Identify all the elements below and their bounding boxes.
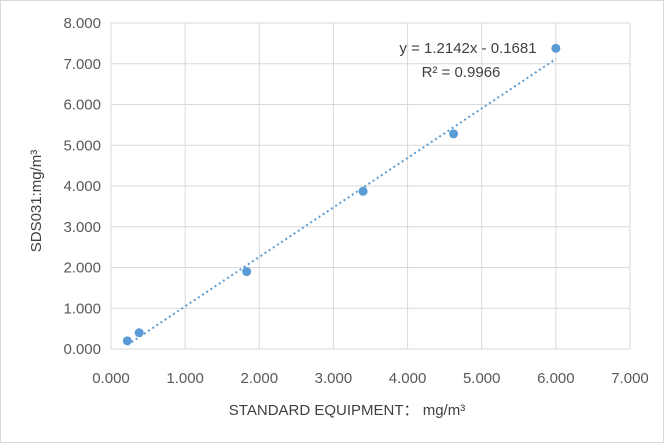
y-tick-label: 0.000	[63, 341, 101, 358]
data-point	[134, 328, 144, 338]
data-points	[122, 43, 561, 346]
x-axis-title: STANDARD EQUIPMENT： mg/m³	[229, 402, 465, 419]
x-tick-label: 0.000	[92, 370, 130, 387]
x-tick-label: 4.000	[389, 370, 427, 387]
x-tick-label: 5.000	[463, 370, 501, 387]
trendline-equation: y = 1.2142x - 0.1681	[399, 40, 536, 57]
y-tick-label: 8.000	[63, 15, 101, 32]
x-tick-labels: 0.000 1.000 2.000 3.000 4.000 5.000 6.000 7.000	[92, 370, 649, 387]
x-tick-label: 3.000	[315, 370, 353, 387]
y-tick-label: 6.000	[63, 97, 101, 114]
y-tick-label: 4.000	[63, 178, 101, 195]
data-point	[122, 336, 132, 346]
trendline-group	[126, 58, 557, 346]
data-point	[358, 186, 368, 196]
x-tick-label: 7.000	[611, 370, 649, 387]
x-tick-label: 2.000	[241, 370, 279, 387]
data-point	[242, 267, 252, 277]
grid-lines	[110, 22, 631, 350]
y-tick-label: 2.000	[63, 260, 101, 277]
y-tick-label: 3.000	[63, 219, 101, 236]
y-axis-title: SDS031:mg/m³	[28, 150, 45, 253]
r-squared-label: R² = 0.9966	[422, 64, 501, 81]
trendline	[126, 58, 557, 346]
y-tick-labels: 0.000 1.000 2.000 3.000 4.000 5.000 6.000 7.000…	[63, 15, 101, 358]
data-point	[551, 43, 561, 53]
x-tick-label: 6.000	[537, 370, 575, 387]
y-tick-label: 1.000	[63, 300, 101, 317]
x-tick-label: 1.000	[166, 370, 204, 387]
y-tick-label: 7.000	[63, 56, 101, 73]
data-point	[449, 129, 459, 139]
y-tick-label: 5.000	[63, 137, 101, 154]
